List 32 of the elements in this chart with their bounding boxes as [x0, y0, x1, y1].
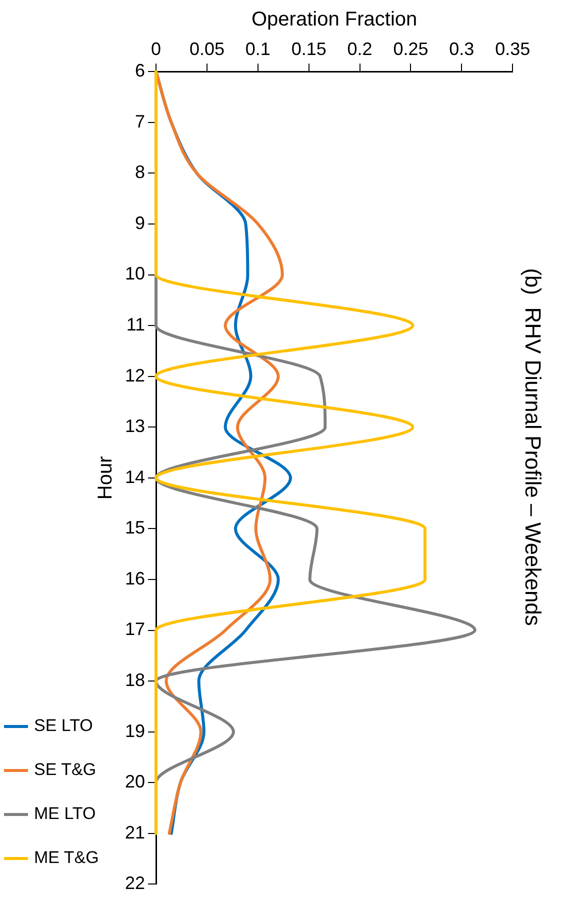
y-tick-label: 9: [135, 212, 146, 233]
y-tick-label: 19: [124, 720, 146, 741]
x-tick-label: 0.2: [347, 38, 372, 59]
x-tick-label: 0.35: [495, 38, 530, 59]
legend-label: SE T&G: [34, 760, 96, 780]
y-tick-label: 7: [135, 111, 146, 132]
x-tick-label: 0.05: [189, 38, 224, 59]
x-axis-title: Operation Fraction: [251, 8, 418, 31]
text: (b) RHV Diurnal Profile – Weekends: [520, 268, 546, 626]
y-tick-label: 21: [124, 822, 146, 842]
x-tick-label: 0.25: [393, 38, 428, 59]
y-tick-label: 16: [124, 568, 146, 588]
y-tick-label: 10: [124, 264, 146, 284]
x-tick-label: 0: [151, 38, 162, 59]
y-tick-label: 15: [124, 518, 146, 538]
y-tick-label: 11: [126, 314, 146, 335]
y-axis-title: Hour: [94, 456, 117, 500]
y-tick-label: 22: [124, 873, 146, 894]
y-tick-label: 13: [124, 416, 146, 436]
legend-label: ME LTO: [34, 804, 96, 824]
y-tick-label: 12: [124, 365, 146, 386]
x-tick-label: 0.15: [291, 38, 326, 59]
y-tick-label: 20: [124, 772, 146, 792]
y-tick-label: 6: [135, 60, 146, 81]
x-tick-label: 0.3: [449, 38, 474, 59]
y-tick-label: 17: [124, 619, 146, 640]
y-tick-label: 14: [124, 466, 146, 487]
legend-label: SE LTO: [34, 716, 93, 736]
y-tick-label: 18: [124, 670, 146, 690]
legend-label: ME T&G: [34, 848, 99, 868]
y-tick-label: 8: [135, 162, 146, 182]
x-tick-label: 0.1: [245, 38, 270, 59]
